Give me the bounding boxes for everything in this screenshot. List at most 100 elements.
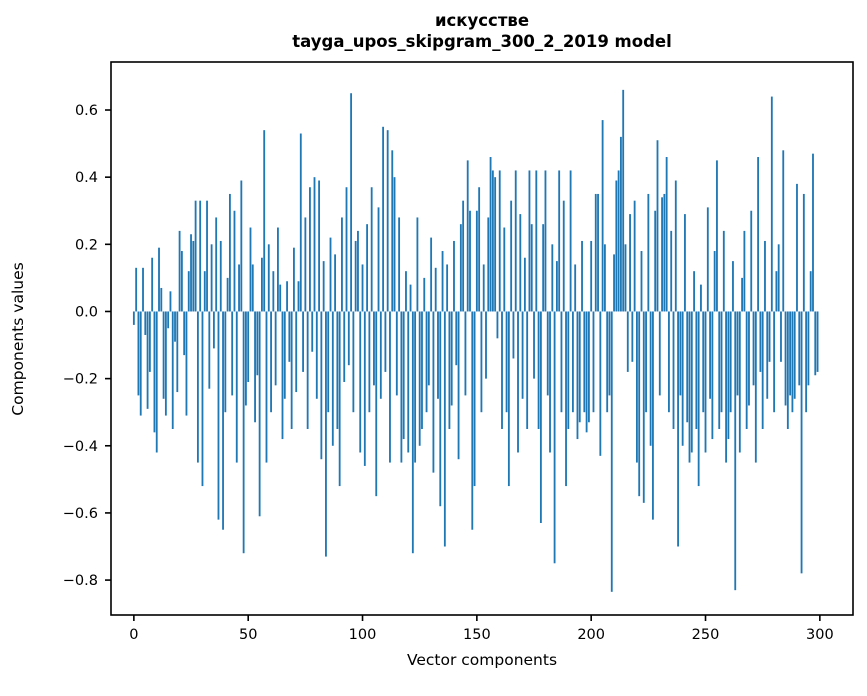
bar (283, 311, 286, 399)
bar (469, 210, 471, 312)
bar (201, 311, 204, 487)
bar (555, 261, 558, 312)
bar (533, 311, 535, 379)
bar (286, 281, 288, 312)
bar (679, 311, 682, 396)
bar (338, 311, 341, 487)
bar (443, 311, 446, 547)
bar (661, 197, 663, 312)
x-tick-label: 200 (577, 627, 605, 643)
bar (439, 311, 442, 507)
bar (578, 311, 581, 423)
bar (757, 157, 760, 312)
bar (622, 89, 625, 312)
bar (704, 311, 707, 453)
y-tick-label: −0.2 (63, 372, 98, 388)
bar (183, 311, 186, 356)
bar (773, 311, 776, 413)
bar (430, 237, 433, 312)
bar (196, 311, 199, 463)
bar (764, 240, 766, 312)
bar (455, 311, 458, 366)
bar (167, 311, 170, 329)
bar (279, 284, 282, 312)
bar (386, 130, 389, 312)
bar (636, 311, 638, 463)
bar (498, 170, 501, 312)
bar (471, 311, 474, 530)
chart-title-word: искусстве (434, 11, 530, 30)
bar (640, 251, 643, 312)
bar (505, 311, 508, 413)
bar (427, 311, 430, 386)
bar (437, 311, 439, 399)
bar (350, 93, 353, 312)
bar (601, 120, 604, 312)
bar (638, 311, 641, 497)
bar (544, 170, 547, 312)
x-tick-label: 50 (239, 627, 257, 643)
bar (752, 311, 755, 386)
bar (363, 311, 366, 466)
bar (750, 210, 753, 312)
bar (617, 170, 620, 312)
bar (716, 160, 718, 312)
bar (391, 150, 394, 312)
bar (597, 193, 599, 312)
bar (343, 311, 346, 382)
bar (359, 311, 362, 453)
bar (652, 311, 654, 520)
bar (453, 240, 455, 312)
bar (624, 244, 627, 312)
bar (629, 214, 631, 312)
bar (194, 200, 197, 312)
y-tick-label: −0.4 (63, 439, 98, 455)
bar (457, 311, 460, 460)
y-tick-label: 0.4 (75, 170, 98, 186)
bar (313, 177, 316, 312)
bar (642, 311, 645, 503)
bar (615, 180, 618, 312)
bar (315, 311, 318, 399)
bar (537, 311, 540, 429)
bar (446, 264, 449, 312)
bar (345, 187, 348, 312)
bar (610, 311, 613, 592)
bar (361, 264, 364, 312)
bar (178, 230, 181, 312)
bar (258, 311, 261, 517)
bar (174, 311, 176, 342)
bar (668, 311, 670, 413)
bar (523, 257, 526, 312)
bar (729, 311, 732, 413)
bar (334, 254, 336, 312)
bar (379, 311, 382, 399)
bar (709, 311, 711, 399)
bar (587, 311, 590, 423)
bar (299, 133, 302, 312)
bar (357, 230, 359, 312)
bar (645, 311, 647, 413)
bar (745, 311, 748, 429)
bar (302, 311, 304, 372)
bar (809, 271, 812, 312)
bar (816, 311, 819, 372)
bar (700, 284, 702, 312)
bar (576, 311, 579, 440)
bar (482, 264, 485, 312)
bar (267, 244, 270, 312)
bar (551, 244, 554, 312)
bar (277, 227, 279, 312)
bar (658, 311, 661, 396)
bar (656, 140, 659, 312)
bar (674, 180, 677, 312)
bar (135, 267, 138, 312)
bar (235, 311, 238, 463)
bar (743, 230, 746, 312)
bar (224, 311, 227, 413)
bar (251, 264, 254, 312)
y-tick-label: 0.6 (75, 103, 98, 119)
bar (711, 311, 714, 440)
